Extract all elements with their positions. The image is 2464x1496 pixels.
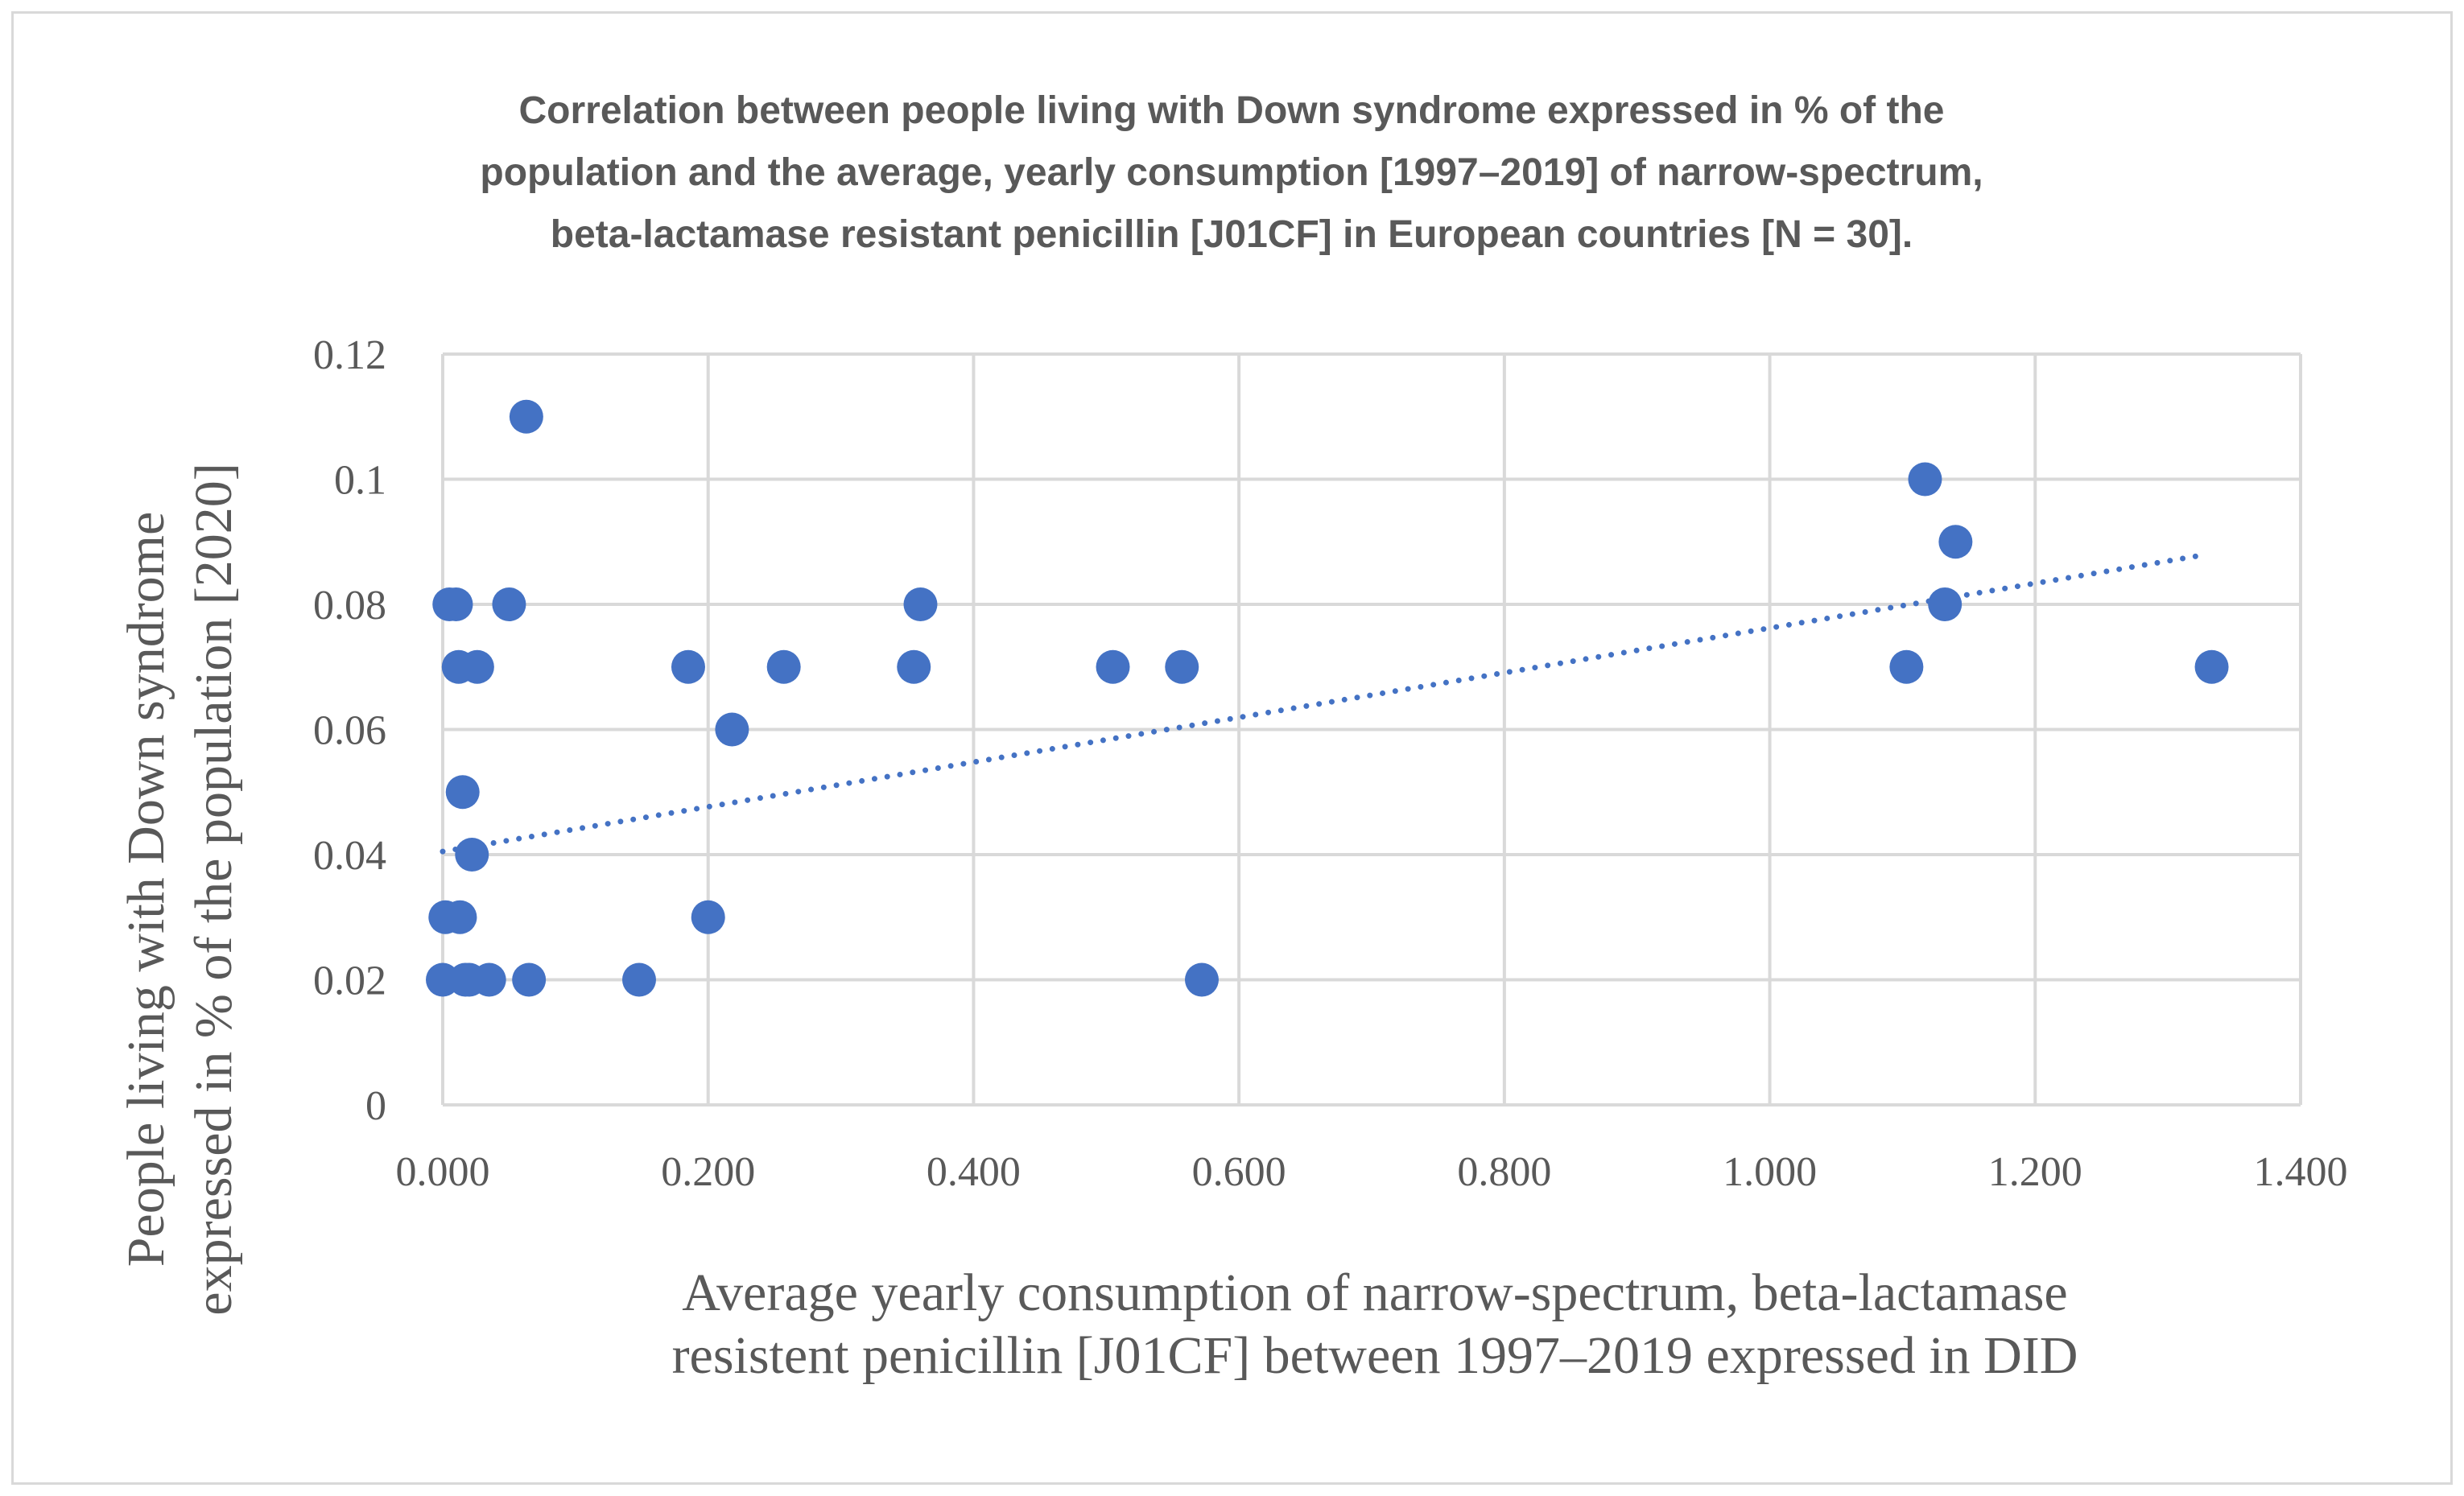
- data-point: [512, 962, 547, 997]
- y-axis-title: People living with Down syndrome express…: [117, 463, 243, 1315]
- x-tick-label: 0.200: [661, 1149, 755, 1195]
- data-point: [766, 649, 801, 684]
- chart-title-line-2: population and the average, yearly consu…: [480, 151, 1983, 194]
- data-point: [509, 399, 543, 434]
- x-axis-title: Average yearly consumption of narrow-spe…: [672, 1263, 2078, 1385]
- data-point: [671, 649, 705, 684]
- x-tick-label: 1.400: [2254, 1149, 2348, 1195]
- data-point: [455, 838, 489, 872]
- data-point: [443, 900, 477, 934]
- x-axis-title-line-2: resistent penicillin [J01CF] between 199…: [672, 1326, 2078, 1385]
- chart-title-line-1: Correlation between people living with D…: [519, 89, 1945, 132]
- y-axis-title-line-2: expressed in % of the population [2020]: [184, 463, 243, 1315]
- x-tick-label: 0.800: [1457, 1149, 1551, 1195]
- data-point: [1938, 525, 1973, 559]
- data-point: [439, 587, 473, 621]
- chart-title: Correlation between people living with D…: [480, 89, 1983, 256]
- y-tick-label: 0.02: [313, 958, 386, 1004]
- data-point: [1184, 962, 1219, 997]
- x-tick-label: 1.200: [1988, 1149, 2082, 1195]
- x-tick-label: 0.600: [1192, 1149, 1286, 1195]
- y-axis-tick-labels: 0 0.02 0.04 0.06 0.08 0.1 0.12: [313, 332, 386, 1129]
- y-tick-label: 0.06: [313, 708, 386, 754]
- data-point: [621, 962, 656, 997]
- data-point: [903, 587, 938, 621]
- data-point: [1889, 649, 1924, 684]
- y-tick-label: 0.12: [313, 332, 386, 378]
- data-point: [1096, 649, 1130, 684]
- x-axis-tick-labels: 0.000 0.200 0.400 0.600 0.800 1.000 1.200 1.400: [396, 1149, 2348, 1195]
- data-point: [1908, 462, 1942, 497]
- data-point: [1928, 587, 1963, 621]
- x-axis-title-line-1: Average yearly consumption of narrow-spe…: [682, 1263, 2067, 1322]
- data-point: [715, 712, 749, 747]
- data-point: [1165, 649, 1199, 684]
- data-points: [426, 399, 2229, 997]
- trendline: [440, 551, 2211, 855]
- data-point: [691, 900, 725, 934]
- x-tick-label: 0.400: [927, 1149, 1021, 1195]
- chart-frame: [11, 11, 2453, 1485]
- data-point: [445, 775, 480, 810]
- x-tick-label: 0.000: [396, 1149, 490, 1195]
- x-tick-label: 1.000: [1723, 1149, 1817, 1195]
- data-point: [472, 962, 506, 997]
- y-tick-label: 0: [365, 1083, 386, 1129]
- y-tick-label: 0.04: [313, 833, 386, 879]
- y-axis-title-line-1: People living with Down syndrome: [117, 512, 175, 1267]
- data-point: [897, 649, 931, 684]
- y-tick-label: 0.08: [313, 583, 386, 628]
- y-tick-label: 0.1: [334, 458, 386, 504]
- data-point: [460, 649, 494, 684]
- data-point: [492, 587, 526, 621]
- trendline-line: [440, 551, 2211, 855]
- chart-title-line-3: beta-lactamase resistant penicillin [J01…: [551, 213, 1913, 256]
- data-point: [2194, 649, 2229, 684]
